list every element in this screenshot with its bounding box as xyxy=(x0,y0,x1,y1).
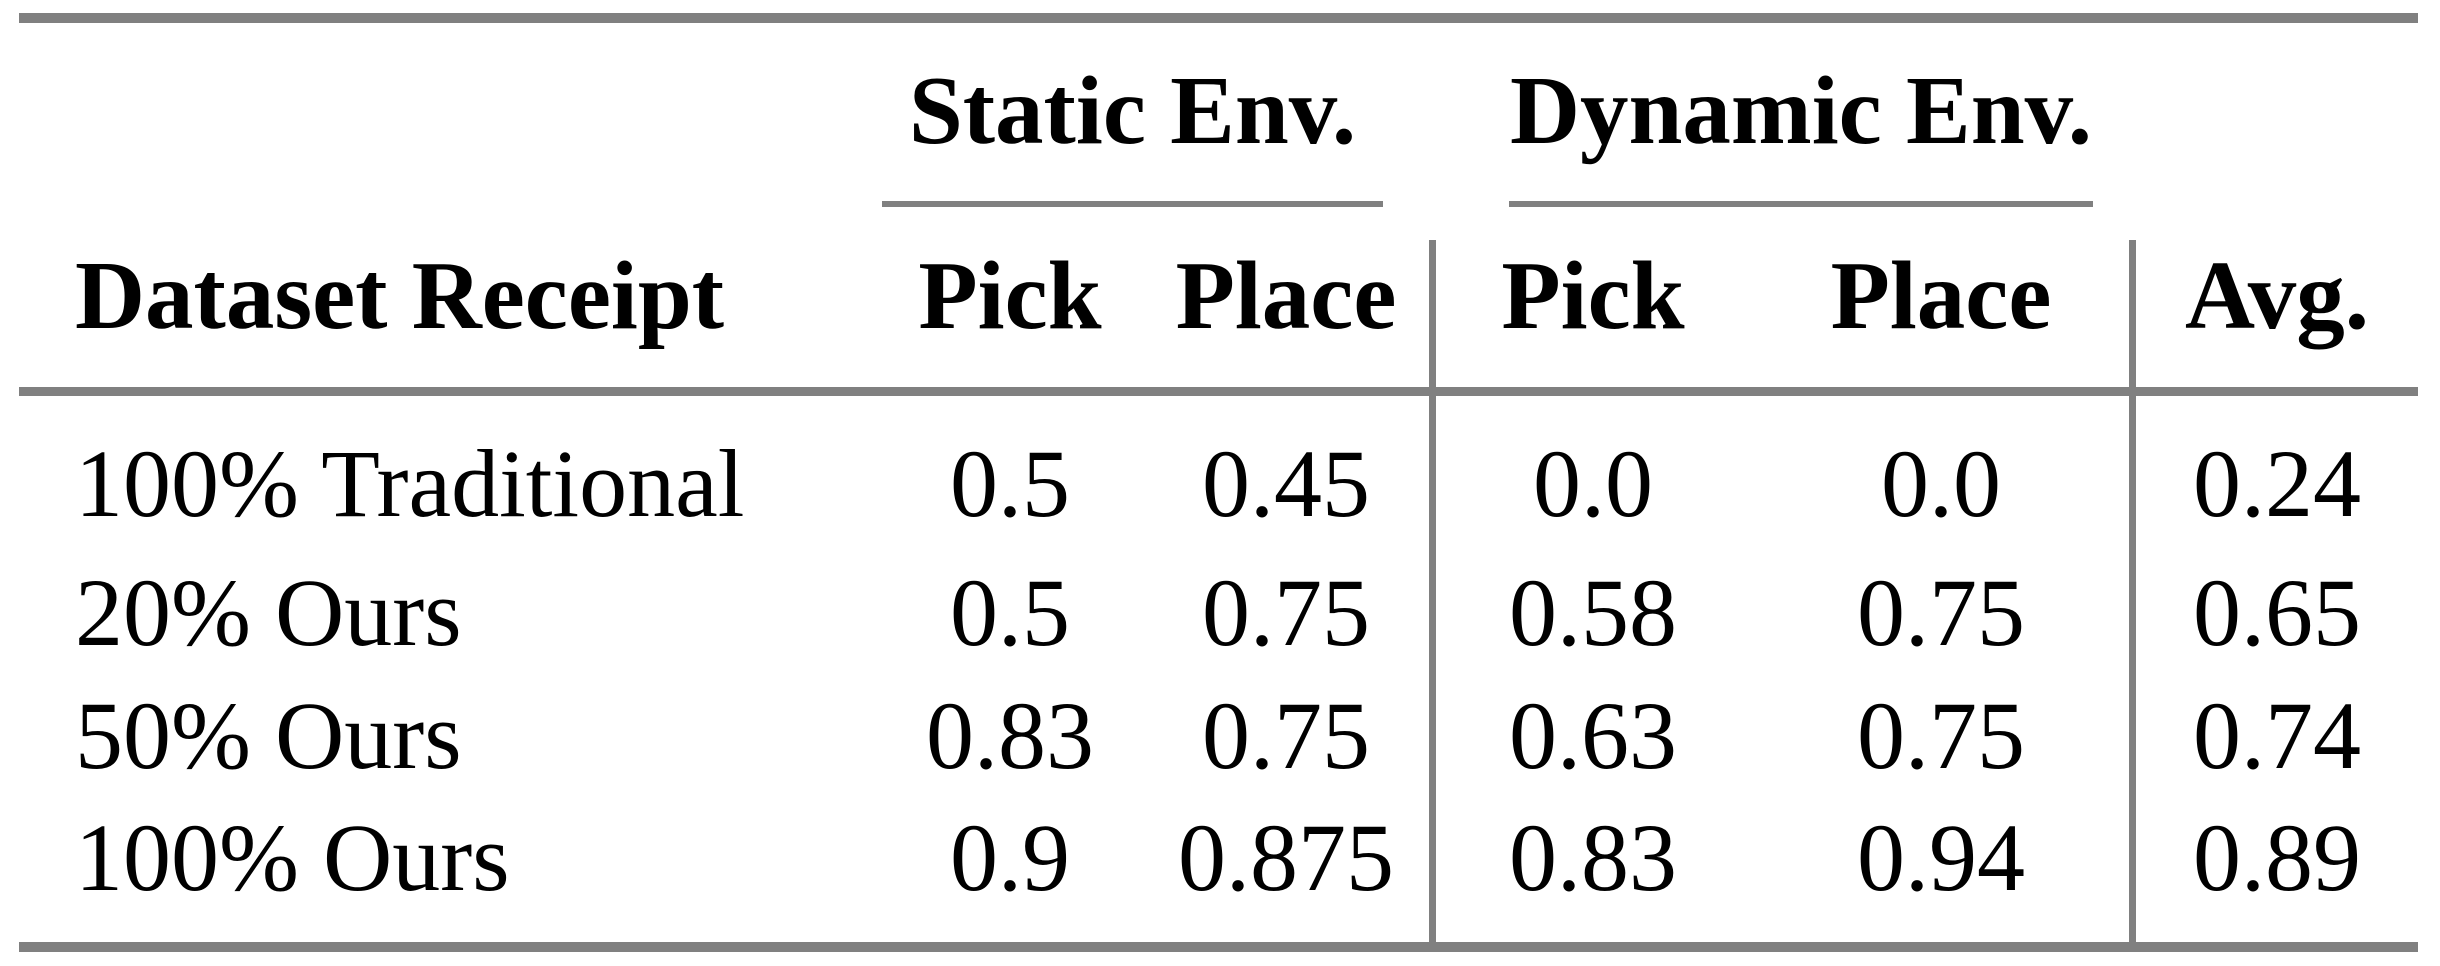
column-group-header-dynamic-env: Dynamic Env. xyxy=(1509,56,2093,164)
data-cell-dynamic-place: 0.75 xyxy=(1857,681,2025,789)
table-bottom-rule xyxy=(19,942,2418,952)
column-group-header-static-env: Static Env. xyxy=(908,56,1357,164)
column-header-static-pick: Pick xyxy=(918,241,1102,349)
data-cell-static-place: 0.75 xyxy=(1202,558,1370,666)
data-cell-avg: 0.74 xyxy=(2193,681,2361,789)
column-header-dynamic-place: Place xyxy=(1830,241,2052,349)
data-cell-dynamic-pick: 0.63 xyxy=(1509,681,1677,789)
row-label: 20% Ours xyxy=(75,558,462,666)
table-top-rule xyxy=(19,13,2418,23)
column-header-avg: Avg. xyxy=(2184,241,2370,349)
data-cell-static-place: 0.875 xyxy=(1178,803,1394,911)
data-cell-dynamic-pick: 0.0 xyxy=(1533,429,1653,537)
dynamic-env-underline xyxy=(1509,201,2093,207)
data-cell-static-pick: 0.9 xyxy=(950,803,1070,911)
data-cell-static-pick: 0.5 xyxy=(950,429,1070,537)
header-body-rule xyxy=(19,387,2418,396)
data-cell-static-place: 0.45 xyxy=(1202,429,1370,537)
data-cell-avg: 0.65 xyxy=(2193,558,2361,666)
row-label: 100% Traditional xyxy=(75,429,745,537)
data-cell-dynamic-place: 0.0 xyxy=(1881,429,2001,537)
row-label: 100% Ours xyxy=(75,803,510,911)
column-header-dataset-receipt: Dataset Receipt xyxy=(75,241,725,349)
data-cell-avg: 0.89 xyxy=(2193,803,2361,911)
data-cell-static-pick: 0.83 xyxy=(926,681,1094,789)
data-cell-static-pick: 0.5 xyxy=(950,558,1070,666)
vertical-divider-static-dynamic xyxy=(1429,240,1436,942)
column-header-static-place: Place xyxy=(1175,241,1397,349)
vertical-divider-dynamic-avg xyxy=(2129,240,2136,942)
data-cell-dynamic-pick: 0.83 xyxy=(1509,803,1677,911)
row-label: 50% Ours xyxy=(75,681,462,789)
data-cell-avg: 0.24 xyxy=(2193,429,2361,537)
data-cell-static-place: 0.75 xyxy=(1202,681,1370,789)
data-cell-dynamic-place: 0.94 xyxy=(1857,803,2025,911)
data-cell-dynamic-pick: 0.58 xyxy=(1509,558,1677,666)
data-cell-dynamic-place: 0.75 xyxy=(1857,558,2025,666)
static-env-underline xyxy=(882,201,1383,207)
column-header-dynamic-pick: Pick xyxy=(1501,241,1685,349)
